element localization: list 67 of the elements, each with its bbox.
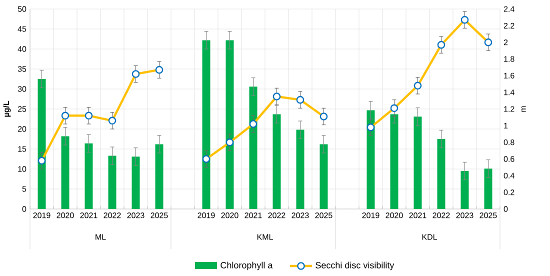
y2-tick-label: 0.8 [504, 139, 514, 146]
bar [202, 40, 210, 209]
bar [61, 136, 70, 209]
x-tick-label: 2019 [362, 212, 380, 218]
y2-tick-label: 2 [504, 40, 508, 46]
x-tick-label: 2019 [198, 212, 215, 218]
text: KML [257, 234, 273, 240]
x-tick-label: 2025 [480, 212, 497, 218]
x-tick-label: 2020 [386, 212, 403, 218]
y2-tick-label: 2.2 [504, 22, 514, 28]
y-tick-label: 45 [18, 26, 26, 32]
x-tick-label: 2023 [127, 212, 144, 218]
x-tick-label: 2022 [104, 212, 121, 218]
y2-tick-label: 0 [504, 206, 508, 212]
y2-axis-title: m [522, 106, 526, 112]
bar [132, 156, 140, 209]
y-tick-label: 30 [18, 86, 26, 92]
x-tick-label: 2022 [432, 212, 450, 218]
y2-tick-label: 2.4 [504, 6, 514, 12]
x-tick-label: 2020 [221, 212, 238, 218]
legend-label: Chlorophyll a [220, 262, 273, 270]
y2-tick-label: 1 [504, 122, 508, 128]
y-tick-label: 5 [22, 186, 26, 192]
bar [272, 114, 281, 209]
y-axis-title: µg/L [3, 100, 11, 117]
bar [414, 116, 422, 209]
legend-label: Secchi disc visibility [316, 262, 394, 270]
x-tick-label: 2021 [80, 212, 98, 218]
bar [84, 143, 93, 209]
bar [296, 130, 304, 209]
bar [108, 156, 116, 209]
y2-tick-label: 0.6 [504, 156, 514, 162]
x-tick-label: 2021 [244, 212, 262, 218]
x-tick-label: 2021 [409, 212, 426, 218]
y-tick-label: 15 [18, 146, 26, 152]
y-tick-label: 40 [18, 46, 26, 52]
y2-tick-label: 1.2 [504, 106, 514, 112]
y-tick-label: 10 [18, 166, 26, 172]
bar [249, 86, 258, 209]
y-tick-label: 20 [18, 126, 26, 132]
y-tick-label: 35 [18, 66, 26, 72]
bar [226, 40, 234, 209]
y2-tick-label: 1.6 [504, 72, 514, 78]
bar [366, 110, 375, 209]
y2-tick-label: 0.2 [504, 189, 514, 196]
bar [390, 114, 398, 209]
y2-tick-label: 0.4 [504, 172, 514, 178]
x-tick-label: 2022 [268, 212, 286, 218]
text: KDL [422, 234, 438, 240]
y2-tick-label: 1.8 [504, 56, 514, 62]
y2-tick-label: 1.4 [504, 90, 514, 96]
bar [460, 170, 469, 209]
y-tick-label: 0 [22, 206, 26, 212]
x-tick-label: 2023 [456, 212, 474, 218]
x-tick-label: 2025 [150, 212, 168, 218]
x-tick-label: 2023 [292, 212, 309, 218]
bar [38, 78, 46, 209]
bar [320, 144, 328, 209]
bar [484, 168, 492, 209]
text: ML [96, 234, 106, 240]
bar [437, 138, 446, 209]
y-tick-label: 25 [18, 106, 26, 112]
x-tick-label: 2020 [56, 212, 74, 218]
y-tick-label: 50 [18, 6, 26, 12]
x-tick-label: 2025 [315, 212, 332, 218]
bar [155, 144, 164, 209]
x-tick-label: 2019 [33, 212, 50, 218]
